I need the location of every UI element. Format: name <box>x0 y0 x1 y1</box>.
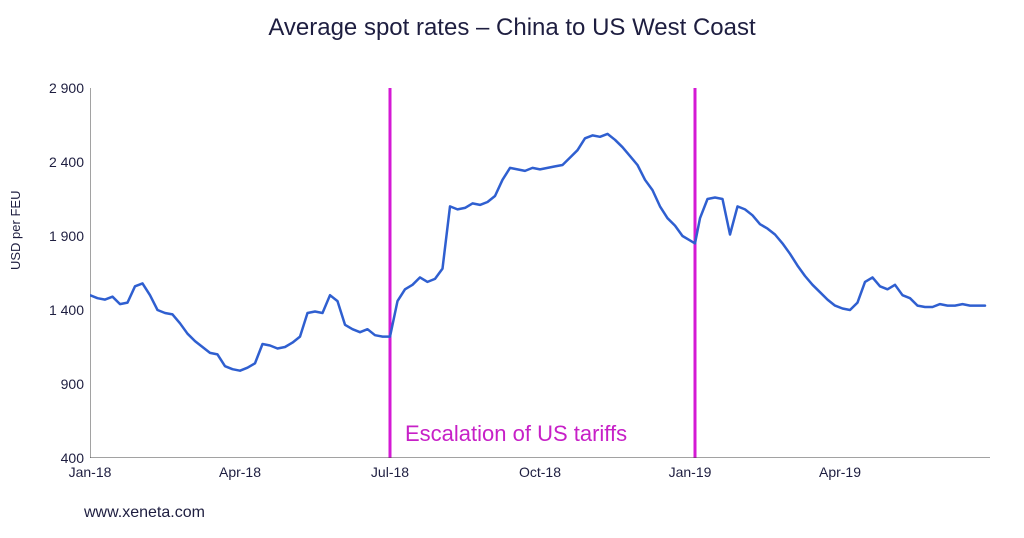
y-tick-label: 2 900 <box>24 80 84 96</box>
x-tick-label: Apr-19 <box>819 464 861 480</box>
y-tick-label: 900 <box>24 376 84 392</box>
x-tick-label: Jan-19 <box>669 464 712 480</box>
plot-area <box>90 88 990 458</box>
annotation-escalation: Escalation of US tariffs <box>405 421 627 447</box>
chart-container: Average spot rates – China to US West Co… <box>0 0 1024 538</box>
source-label: www.xeneta.com <box>84 504 205 522</box>
x-tick-label: Jul-18 <box>371 464 409 480</box>
x-tick-label: Jan-18 <box>69 464 112 480</box>
x-tick-label: Apr-18 <box>219 464 261 480</box>
x-tick-label: Oct-18 <box>519 464 561 480</box>
y-tick-label: 1 900 <box>24 228 84 244</box>
y-tick-label: 2 400 <box>24 154 84 170</box>
y-axis-label: USD per FEU <box>8 191 23 270</box>
y-tick-label: 1 400 <box>24 302 84 318</box>
chart-title: Average spot rates – China to US West Co… <box>0 14 1024 42</box>
